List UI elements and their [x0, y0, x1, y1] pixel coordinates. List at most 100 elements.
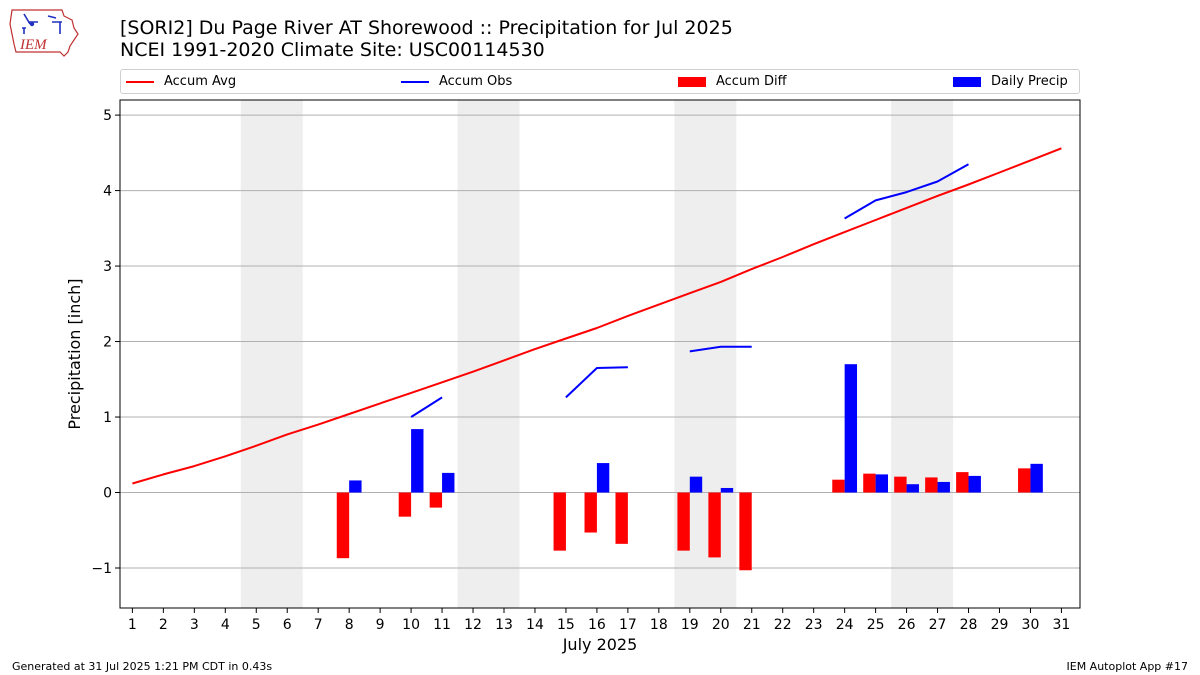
legend-swatch-accum-diff — [678, 76, 706, 87]
legend-swatch-daily-precip — [953, 76, 981, 87]
accum-obs-line — [844, 163, 969, 220]
legend-line-accum-avg — [126, 80, 154, 83]
plot-frame — [119, 99, 1081, 609]
y-tick-label: 4 — [103, 184, 112, 200]
x-tick-label: 24 — [836, 617, 854, 633]
y-tick-label: 1 — [103, 410, 112, 426]
legend-item-accum-diff: Accum Diff — [678, 70, 787, 93]
legend-item-accum-obs: Accum Obs — [401, 70, 512, 93]
x-tick-label: 21 — [743, 617, 761, 633]
daily-precip-bar — [720, 487, 734, 493]
x-tick-label: 29 — [991, 617, 1009, 633]
x-tick-label: 18 — [650, 617, 668, 633]
iem-logo: IEM — [9, 9, 79, 57]
bar-series — [336, 364, 1043, 571]
x-tick-label: 31 — [1053, 617, 1071, 633]
accum-obs-line — [565, 366, 628, 399]
x-tick-label: 22 — [774, 617, 792, 633]
daily-precip-bar — [411, 429, 424, 493]
logo-text: IEM — [19, 37, 48, 53]
x-tick-label: 1 — [128, 617, 137, 633]
x-tick-label: 25 — [867, 617, 885, 633]
x-tick-label: 14 — [526, 617, 544, 633]
x-tick-label: 6 — [283, 617, 292, 633]
daily-precip-bar — [349, 480, 362, 493]
iowa-state-outline — [9, 9, 79, 57]
x-tick-label: 10 — [402, 617, 420, 633]
accum-diff-bar — [708, 492, 721, 558]
chart-title: [SORI2] Du Page River AT Shorewood :: Pr… — [120, 17, 733, 39]
accum-diff-bar — [832, 479, 845, 493]
y-tick-label: −1 — [91, 561, 112, 577]
y-axis-label: Precipitation [inch] — [65, 278, 84, 429]
x-tick-label: 3 — [190, 617, 199, 633]
legend-label-accum-avg: Accum Avg — [164, 74, 237, 89]
legend-label-accum-diff: Accum Diff — [716, 74, 787, 89]
legend-item-daily-precip: Daily Precip — [953, 70, 1068, 93]
accum-obs-line — [410, 396, 443, 418]
x-tick-label: 30 — [1022, 617, 1040, 633]
gridlines — [120, 114, 1080, 569]
y-tick-label: 0 — [103, 486, 112, 502]
daily-precip-bar — [844, 364, 858, 493]
x-tick-label: 15 — [557, 617, 575, 633]
daily-precip-bar — [906, 484, 919, 493]
footer-app: IEM Autoplot App #17 — [1066, 660, 1189, 673]
weather-station-dot-icon — [29, 21, 35, 27]
x-tick-label: 26 — [898, 617, 916, 633]
accum-diff-bar — [1018, 468, 1031, 493]
accum-diff-bar — [429, 492, 443, 508]
accum-diff-bar — [398, 492, 412, 517]
line-series — [132, 147, 1062, 485]
x-tick-label: 16 — [588, 617, 606, 633]
daily-precip-bar — [875, 474, 888, 493]
x-tick-label: 8 — [345, 617, 354, 633]
x-tick-label: 11 — [433, 617, 451, 633]
accum-diff-bar — [894, 476, 907, 493]
y-tick-label: 2 — [103, 335, 112, 351]
x-tick-label: 20 — [712, 617, 730, 633]
weekend-band — [240, 100, 303, 608]
footer-generated: Generated at 31 Jul 2025 1:21 PM CDT in … — [12, 660, 273, 673]
accum-diff-bar — [863, 473, 876, 493]
x-tick-label: 23 — [805, 617, 823, 633]
x-tick-label: 19 — [681, 617, 699, 633]
chart-legend: Accum Avg Accum Obs Accum Diff Daily Pre… — [120, 69, 1080, 94]
weather-station-icon — [22, 13, 62, 34]
y-tick-label: 3 — [103, 259, 112, 275]
accum-diff-bar — [615, 492, 628, 544]
legend-item-accum-avg: Accum Avg — [126, 70, 236, 93]
accum-obs-line — [689, 345, 752, 353]
legend-line-accum-obs — [401, 80, 429, 83]
accum-avg-line — [132, 147, 1062, 485]
legend-label-accum-obs: Accum Obs — [439, 74, 513, 89]
x-tick-label: 12 — [464, 617, 482, 633]
x-tick-label: 4 — [221, 617, 230, 633]
daily-precip-bar — [1030, 463, 1043, 493]
weekend-shading — [240, 100, 954, 608]
daily-precip-bar — [937, 481, 950, 493]
daily-precip-bar — [689, 476, 703, 493]
accum-diff-bar — [956, 472, 969, 493]
x-axis-label: July 2025 — [562, 635, 638, 654]
x-tick-label: 28 — [960, 617, 978, 633]
legend-label-daily-precip: Daily Precip — [991, 74, 1068, 89]
weekend-band — [457, 100, 520, 608]
x-tick-label: 27 — [929, 617, 947, 633]
x-tick-label: 9 — [376, 617, 385, 633]
x-tick-label: 13 — [495, 617, 513, 633]
y-tick-label: 5 — [103, 108, 112, 124]
weekend-band — [891, 100, 954, 608]
x-tick-label: 2 — [159, 617, 168, 633]
accum-diff-bar — [336, 492, 350, 559]
x-tick-label: 17 — [619, 617, 637, 633]
daily-precip-bar — [596, 463, 610, 493]
daily-precip-bar — [442, 472, 455, 493]
accum-diff-bar — [553, 492, 566, 551]
chart-subtitle: NCEI 1991-2020 Climate Site: USC00114530 — [120, 39, 545, 61]
accum-diff-bar — [925, 477, 938, 493]
x-tick-label: 5 — [252, 617, 261, 633]
accum-diff-bar — [739, 492, 752, 571]
